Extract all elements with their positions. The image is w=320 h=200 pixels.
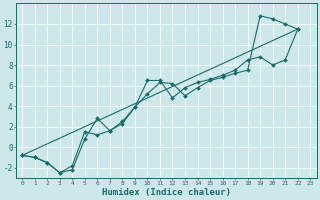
X-axis label: Humidex (Indice chaleur): Humidex (Indice chaleur) xyxy=(102,188,231,197)
